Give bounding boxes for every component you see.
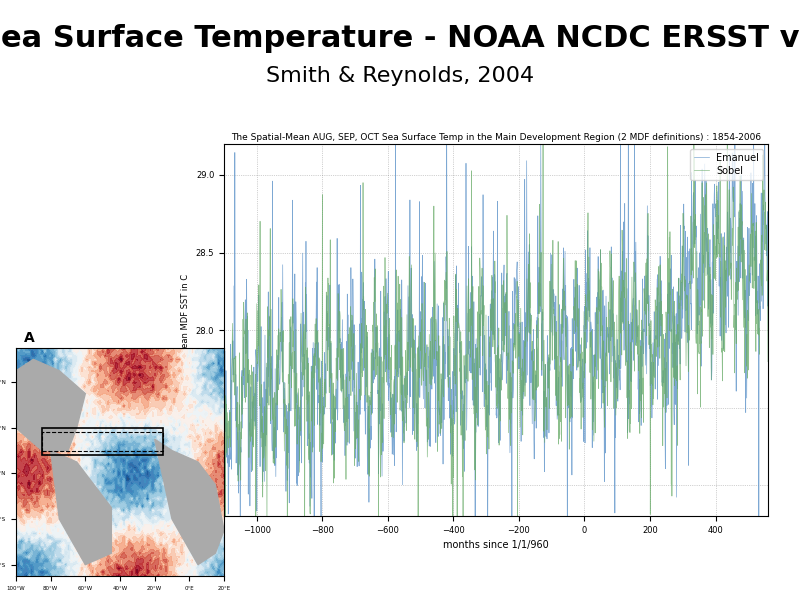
Emanuel <box>617 267 626 274</box>
Bar <box>42 433 163 451</box>
Polygon shape <box>50 451 111 565</box>
Emanuel <box>298 329 307 336</box>
Text: Smith & Reynolds, 2004: Smith & Reynolds, 2004 <box>266 66 534 86</box>
Emanuel <box>763 230 773 238</box>
Bar <box>42 428 163 455</box>
Sobel <box>763 358 773 365</box>
Sobel <box>732 265 742 272</box>
Sobel <box>645 320 654 327</box>
Emanuel <box>442 94 451 101</box>
Sobel <box>617 352 626 359</box>
Title: The Spatial-Mean AUG, SEP, OCT Sea Surface Temp in the Main Development Region (: The Spatial-Mean AUG, SEP, OCT Sea Surfa… <box>231 133 761 142</box>
Sobel <box>251 559 261 566</box>
Emanuel <box>235 559 245 566</box>
Emanuel <box>645 332 654 340</box>
X-axis label: months since 1/1/960: months since 1/1/960 <box>443 540 549 550</box>
Y-axis label: Spatial-Mean MDF SST in C: Spatial-Mean MDF SST in C <box>182 274 190 386</box>
Sobel <box>219 375 229 382</box>
Sobel <box>302 418 312 425</box>
Line: Emanuel: Emanuel <box>224 97 768 563</box>
Legend: Emanuel, Sobel: Emanuel, Sobel <box>690 149 763 179</box>
Text: Sea Surface Temperature - NOAA NCDC ERSST v2: Sea Surface Temperature - NOAA NCDC ERSS… <box>0 24 800 53</box>
Emanuel <box>732 259 742 266</box>
Sobel <box>298 359 307 367</box>
Emanuel <box>378 448 388 455</box>
Emanuel <box>302 339 312 346</box>
Sobel <box>538 94 548 101</box>
Polygon shape <box>16 359 86 451</box>
Sobel <box>378 358 388 365</box>
Emanuel <box>219 362 229 369</box>
Line: Sobel: Sobel <box>224 97 768 563</box>
Polygon shape <box>154 439 224 565</box>
Text: A: A <box>24 331 34 345</box>
